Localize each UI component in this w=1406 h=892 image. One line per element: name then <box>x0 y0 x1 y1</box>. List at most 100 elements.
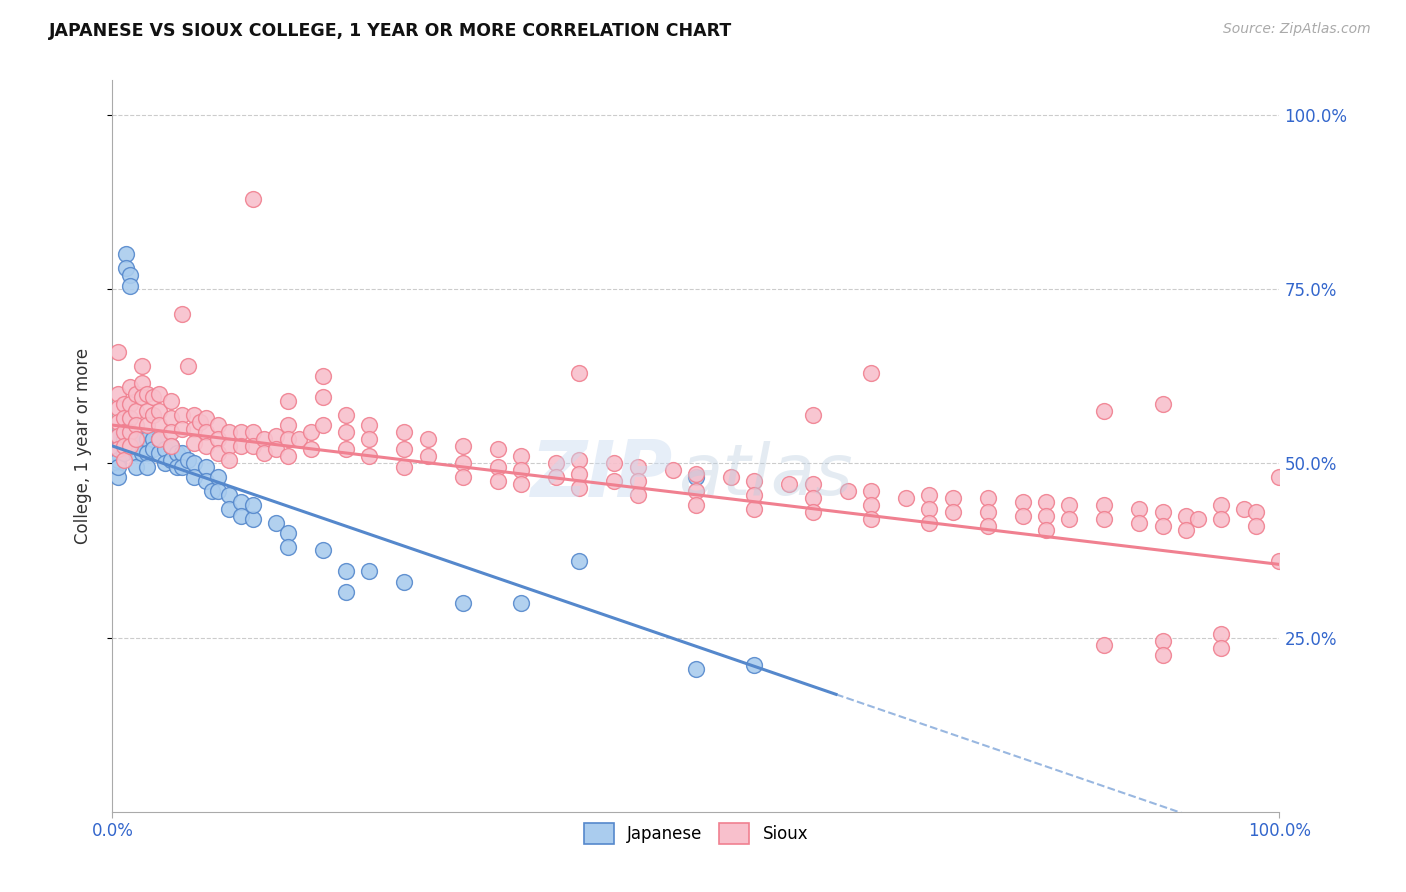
Point <box>242 439 264 453</box>
Point <box>1059 512 1081 526</box>
Point <box>1209 498 1232 512</box>
Point <box>860 498 883 512</box>
Point <box>1209 640 1232 655</box>
Point <box>394 442 416 457</box>
Point <box>942 491 965 506</box>
Point <box>1035 494 1057 508</box>
Point <box>194 474 217 488</box>
Point <box>276 418 298 433</box>
Point <box>451 439 474 453</box>
Point <box>218 425 240 439</box>
Legend: Japanese, Sioux: Japanese, Sioux <box>576 816 815 851</box>
Point <box>131 390 153 404</box>
Point <box>118 411 141 425</box>
Point <box>359 450 381 464</box>
Point <box>112 446 135 460</box>
Point <box>1011 508 1033 523</box>
Point <box>125 459 148 474</box>
Point <box>131 376 153 391</box>
Point <box>451 596 474 610</box>
Point <box>1094 404 1116 418</box>
Point <box>153 457 176 471</box>
Point <box>486 474 509 488</box>
Point <box>778 477 800 491</box>
Point <box>172 459 194 474</box>
Point <box>1233 501 1256 516</box>
Point <box>136 432 159 446</box>
Point <box>207 432 229 446</box>
Point <box>172 307 194 321</box>
Point <box>1128 516 1150 530</box>
Point <box>744 658 766 673</box>
Point <box>160 439 183 453</box>
Point <box>136 418 159 433</box>
Point <box>166 446 188 460</box>
Point <box>860 366 883 380</box>
Point <box>544 457 567 471</box>
Point <box>416 450 439 464</box>
Point <box>160 453 183 467</box>
Point <box>685 484 707 499</box>
Point <box>218 488 240 502</box>
Point <box>142 432 165 446</box>
Point <box>264 442 287 457</box>
Point <box>107 459 129 474</box>
Point <box>1268 554 1291 568</box>
Point <box>394 574 416 589</box>
Point <box>207 484 229 499</box>
Point <box>335 425 357 439</box>
Point <box>394 459 416 474</box>
Point <box>194 425 217 439</box>
Point <box>1128 501 1150 516</box>
Point <box>242 512 264 526</box>
Point <box>166 459 188 474</box>
Point <box>276 432 298 446</box>
Point <box>1059 498 1081 512</box>
Point <box>229 439 252 453</box>
Point <box>264 428 287 442</box>
Point <box>276 393 298 408</box>
Point <box>720 470 742 484</box>
Point <box>148 418 170 433</box>
Point <box>112 397 135 411</box>
Point <box>136 459 159 474</box>
Point <box>107 446 129 460</box>
Point <box>942 505 965 519</box>
Point <box>183 421 205 435</box>
Point <box>544 470 567 484</box>
Point <box>118 397 141 411</box>
Point <box>188 415 211 429</box>
Point <box>359 565 381 579</box>
Point <box>335 408 357 422</box>
Point <box>451 470 474 484</box>
Point <box>218 439 240 453</box>
Point <box>1152 634 1174 648</box>
Point <box>335 565 357 579</box>
Point <box>107 428 129 442</box>
Point <box>229 425 252 439</box>
Point <box>801 491 824 506</box>
Point <box>160 425 183 439</box>
Point <box>918 488 941 502</box>
Point <box>627 474 650 488</box>
Point <box>148 446 170 460</box>
Point <box>299 425 322 439</box>
Point <box>744 501 766 516</box>
Text: ZIP: ZIP <box>530 437 672 513</box>
Point <box>976 505 998 519</box>
Text: atlas: atlas <box>679 441 853 509</box>
Point <box>125 418 148 433</box>
Point <box>1152 648 1174 662</box>
Point <box>112 439 135 453</box>
Point <box>627 459 650 474</box>
Point <box>118 380 141 394</box>
Point <box>335 442 357 457</box>
Point <box>207 446 229 460</box>
Point <box>136 446 159 460</box>
Point <box>107 442 129 457</box>
Text: Source: ZipAtlas.com: Source: ZipAtlas.com <box>1223 22 1371 37</box>
Point <box>125 386 148 401</box>
Point <box>160 411 183 425</box>
Point <box>207 418 229 433</box>
Point <box>136 404 159 418</box>
